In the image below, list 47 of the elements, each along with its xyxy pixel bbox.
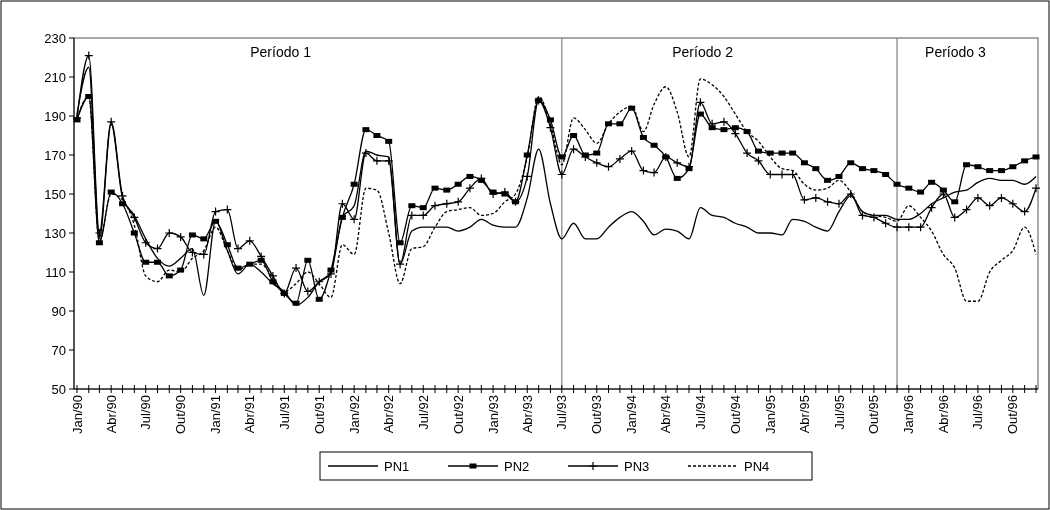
x-tick-label: Out/93 [589, 395, 605, 435]
y-tick-label: 70 [51, 342, 66, 358]
x-tick-label: Jul/91 [276, 395, 292, 430]
y-tick-label: 110 [45, 264, 66, 280]
x-tick-label: Abr/90 [103, 395, 119, 434]
x-tick-label: Jan/91 [208, 395, 224, 435]
y-tick-label: 130 [44, 225, 66, 241]
x-tick-label: Jul/96 [970, 395, 986, 430]
y-tick-label: 170 [44, 147, 66, 163]
annotation: Período 3 [925, 43, 986, 60]
y-tick-label: 90 [51, 303, 66, 319]
legend-label: PN4 [744, 458, 770, 474]
x-tick-label: Out/92 [450, 395, 466, 435]
x-tick-label: Jul/92 [415, 395, 431, 430]
x-tick-label: Jan/92 [346, 395, 362, 435]
x-tick-label: Out/91 [311, 395, 327, 435]
x-tick-label: Jan/94 [624, 395, 640, 435]
x-tick-label: Abr/96 [935, 395, 951, 434]
x-tick-label: Abr/95 [796, 395, 812, 434]
legend-label: PN2 [504, 458, 530, 474]
x-tick-label: Out/96 [1005, 395, 1021, 435]
x-tick-label: Out/95 [866, 395, 882, 435]
x-tick-label: Jul/94 [692, 395, 708, 430]
point [212, 218, 220, 224]
x-tick-label: Abr/94 [658, 395, 674, 434]
annotation: Período 1 [250, 43, 312, 60]
legend-label: PN3 [624, 458, 650, 474]
x-tick-label: Jan/93 [485, 395, 501, 435]
y-tick-label: 230 [44, 30, 66, 46]
x-tick-label: Abr/91 [242, 395, 258, 434]
x-tick-label: Jul/93 [554, 395, 570, 430]
y-tick-label: 150 [44, 186, 66, 202]
x-tick-label: Jan/96 [901, 395, 917, 435]
x-tick-label: Abr/92 [381, 395, 397, 434]
y-tick-label: 210 [44, 69, 66, 85]
x-tick-label: Jul/95 [831, 395, 847, 430]
x-tick-label: Jan/95 [762, 395, 778, 435]
y-tick-label: 190 [44, 108, 66, 124]
x-tick-label: Out/90 [173, 395, 189, 435]
y-tick-label: 50 [51, 381, 66, 397]
x-tick-label: Out/94 [727, 395, 743, 435]
x-tick-label: Jan/90 [69, 395, 85, 435]
annotation: Período 2 [672, 43, 734, 60]
point [395, 259, 405, 269]
x-tick-label: Jul/90 [138, 395, 154, 430]
legend-label: PN1 [384, 458, 410, 474]
x-tick-label: Abr/93 [519, 395, 535, 434]
